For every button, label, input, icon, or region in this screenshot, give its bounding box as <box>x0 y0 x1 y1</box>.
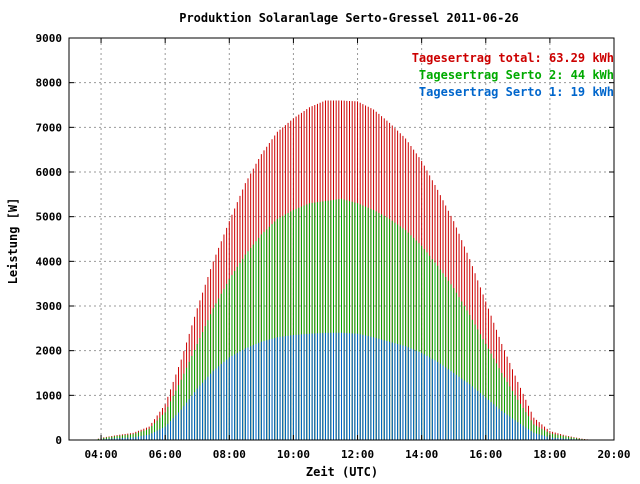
x-tick-label: 16:00 <box>469 448 502 461</box>
legend-entry: Tagesertrag Serto 2: 44 kWh <box>419 68 614 82</box>
legend-entry: Tagesertrag Serto 1: 19 kWh <box>419 85 614 99</box>
x-tick-label: 20:00 <box>597 448 630 461</box>
y-axis-label: Leistung [W] <box>6 198 20 285</box>
y-tick-label: 0 <box>55 434 62 447</box>
y-tick-label: 5000 <box>36 211 63 224</box>
x-tick-label: 12:00 <box>341 448 374 461</box>
y-tick-label: 1000 <box>36 389 63 402</box>
x-tick-label: 08:00 <box>213 448 246 461</box>
chart-title: Produktion Solaranlage Serto-Gressel 201… <box>179 11 519 25</box>
x-tick-label: 06:00 <box>149 448 182 461</box>
x-tick-label: 18:00 <box>533 448 566 461</box>
legend-entry: Tagesertrag total: 63.29 kWh <box>412 51 614 65</box>
y-tick-label: 7000 <box>36 121 63 134</box>
y-tick-label: 9000 <box>36 32 63 45</box>
legend: Tagesertrag total: 63.29 kWh Tagesertrag … <box>412 51 614 99</box>
bars <box>95 100 591 440</box>
x-tick-label: 10:00 <box>277 448 310 461</box>
ticks: 0 1000 2000 3000 4000 5000 6000 7000 8000 9000 04:… <box>36 32 631 461</box>
x-tick-label: 04:00 <box>84 448 117 461</box>
series-3 <box>95 332 591 440</box>
series-2 <box>95 198 591 440</box>
x-tick-label: 14:00 <box>405 448 438 461</box>
y-tick-label: 8000 <box>36 77 63 90</box>
y-tick-label: 6000 <box>36 166 63 179</box>
y-tick-label: 2000 <box>36 345 63 358</box>
series-1 <box>95 100 591 440</box>
y-tick-label: 3000 <box>36 300 63 313</box>
x-axis-label: Zeit (UTC) <box>306 465 378 479</box>
plot-frame <box>68 37 615 441</box>
y-tick-label: 4000 <box>36 255 63 268</box>
